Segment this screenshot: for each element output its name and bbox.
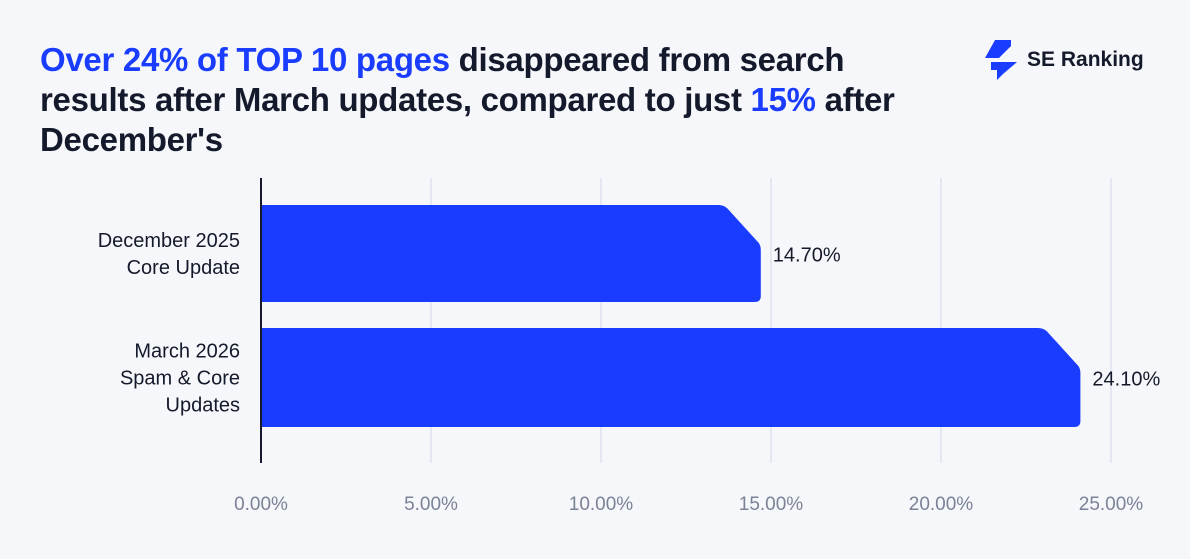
category-label: Updates (166, 395, 241, 417)
category-label: Core Update (127, 257, 240, 279)
x-tick-label: 20.00% (909, 494, 974, 515)
title-highlight: Over 24% of TOP 10 pages (40, 41, 450, 78)
brand-name: SE Ranking (1027, 48, 1144, 71)
brand-logo: SE Ranking (985, 40, 1144, 80)
data-label: 24.10% (1092, 369, 1160, 391)
x-tick-label: 25.00% (1079, 494, 1144, 515)
x-tick-label: 5.00% (404, 494, 458, 515)
title-text: after December's (40, 81, 895, 158)
category-label: March 2026 (134, 341, 240, 363)
x-tick-label: 15.00% (739, 494, 804, 515)
x-tick-label: 0.00% (234, 494, 288, 515)
title-highlight: 15% (750, 81, 816, 118)
x-tick-label: 10.00% (569, 494, 634, 515)
category-label: December 2025 (98, 230, 240, 252)
title-text: disappeared from search results after Ma… (40, 41, 845, 118)
data-label: 14.70% (773, 245, 841, 267)
chart-title: Over 24% of TOP 10 pages disappeared fro… (40, 40, 940, 160)
bar (261, 328, 1081, 427)
category-label: Spam & Core (120, 368, 240, 390)
bar (261, 205, 761, 302)
se-ranking-logo-icon (985, 40, 1017, 80)
